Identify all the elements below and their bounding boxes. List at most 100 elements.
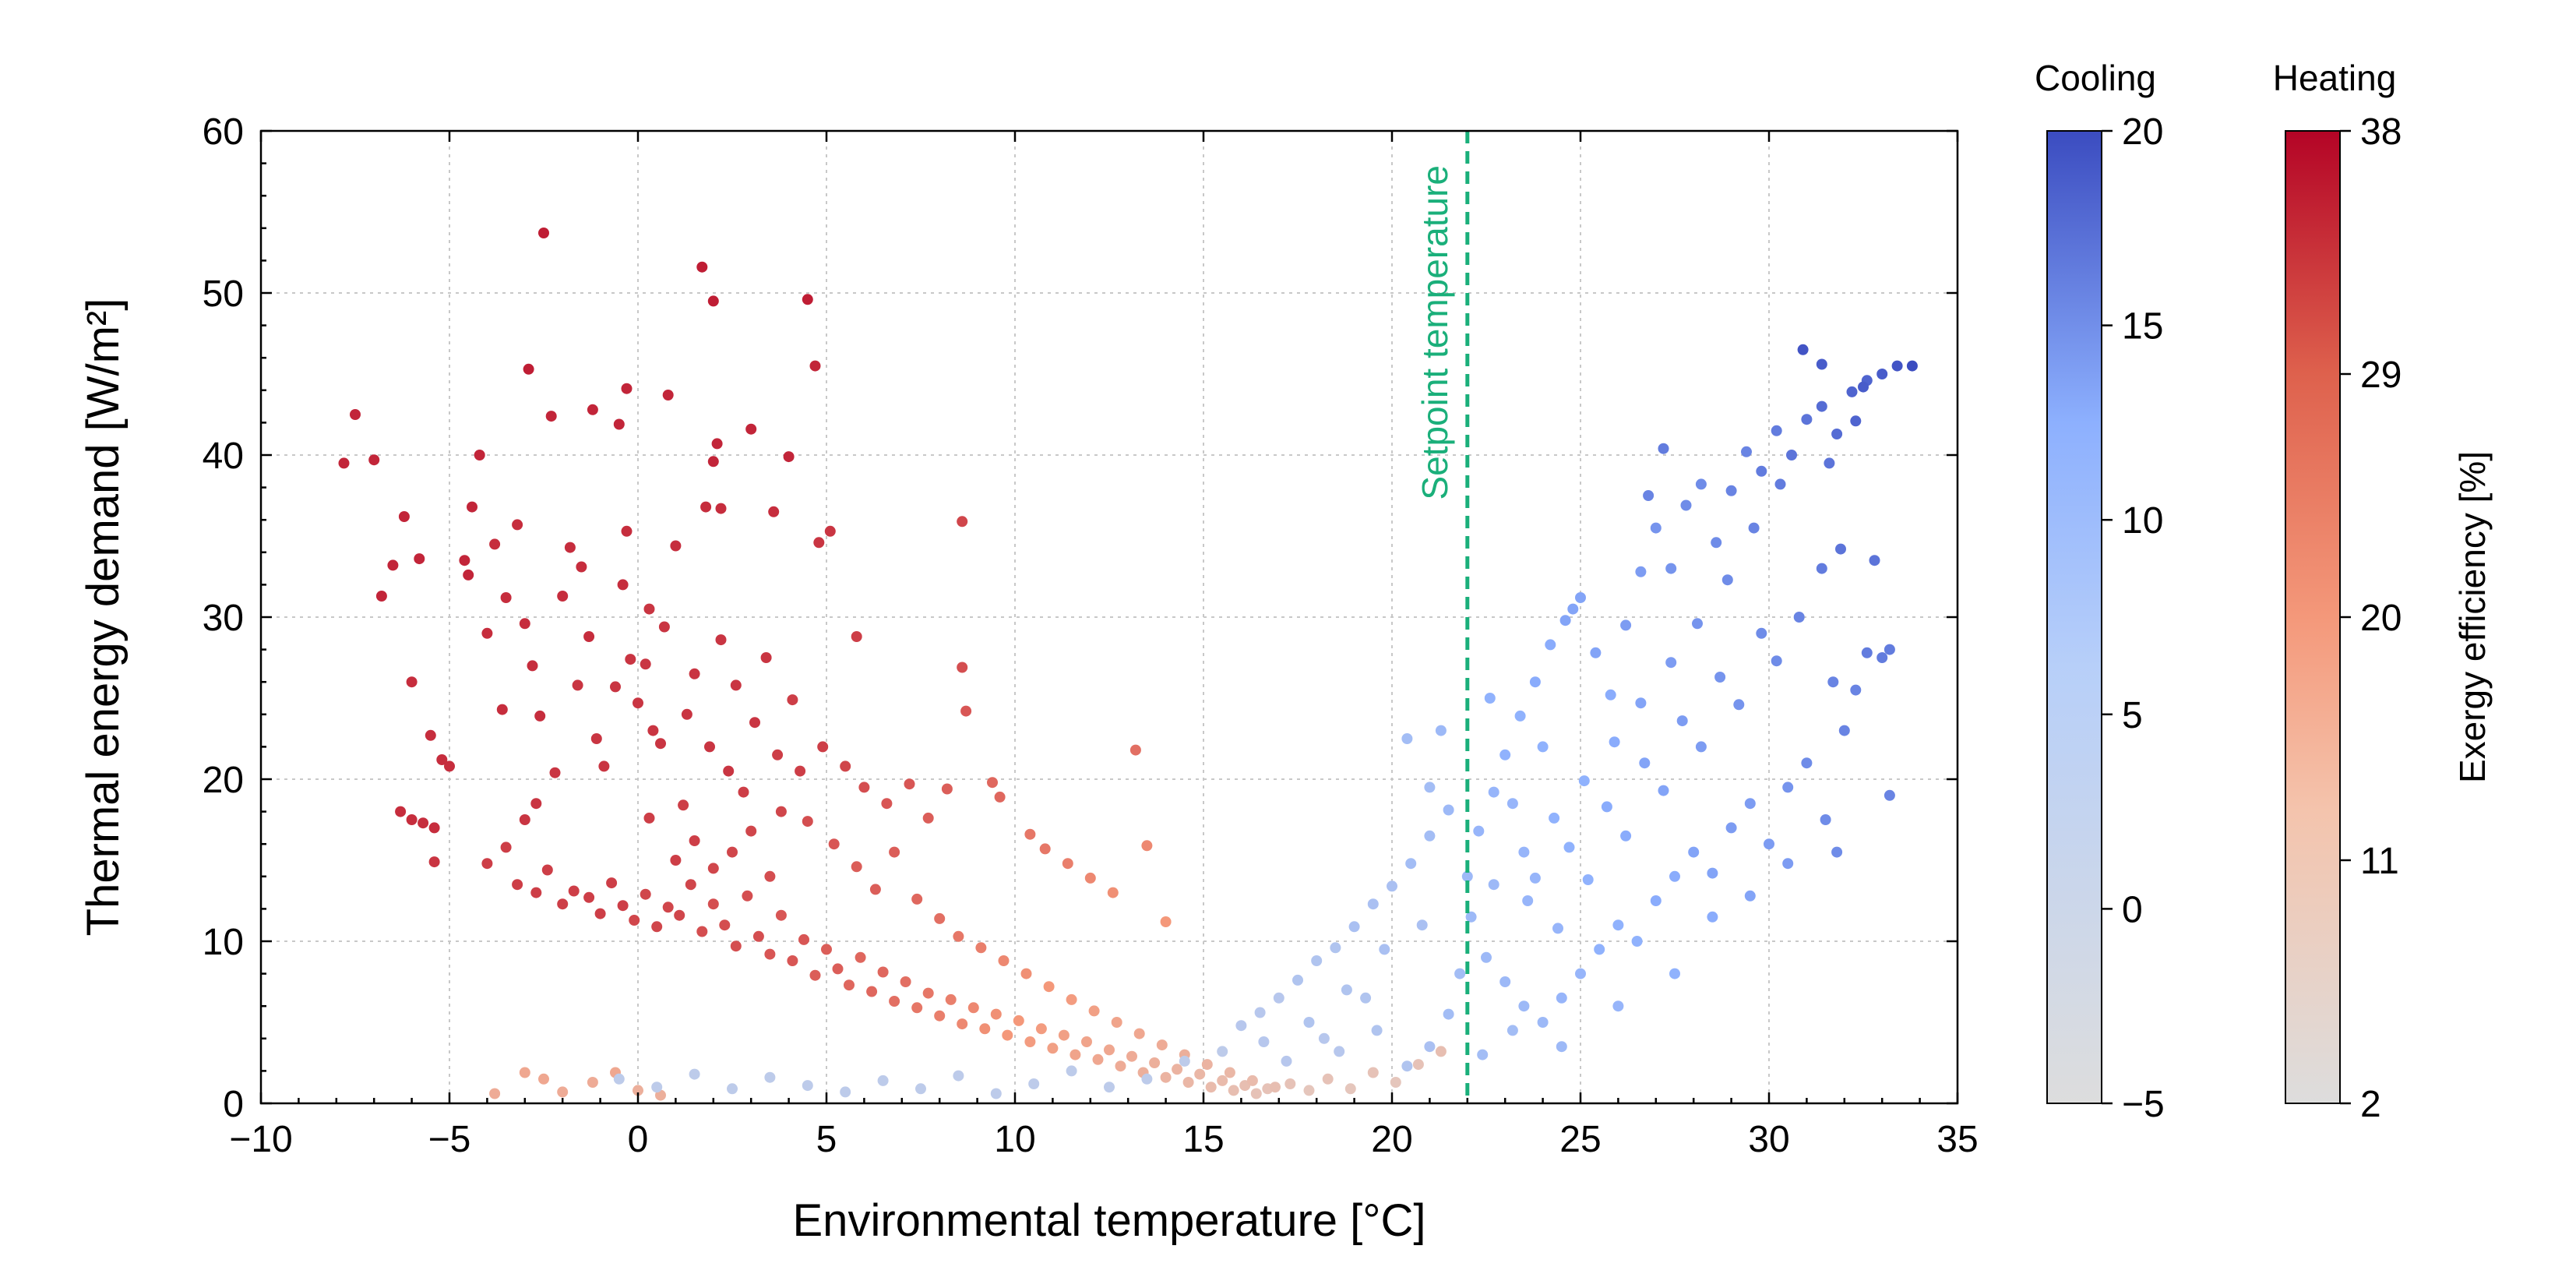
cooling-data-point [1771,655,1782,667]
heating-data-point [707,456,719,468]
heating-data-point [772,749,784,760]
cooling-data-point [1424,1041,1436,1053]
colorbar-heating-gradient [2285,130,2341,1104]
cooling-data-point [877,1075,889,1086]
cooling-data-point [1217,1046,1228,1057]
heating-data-point [338,457,350,469]
heating-data-point [1205,1082,1217,1093]
cooling-data-point [1665,657,1677,669]
cooling-data-point [1741,446,1752,457]
heating-data-point [474,450,485,461]
heating-data-point [975,942,987,954]
heating-data-point [851,631,862,642]
heating-data-point [500,842,512,853]
heating-data-point [387,559,399,571]
y-axis-title: Thermal energy demand [W/m²] [78,298,129,937]
cooling-data-point [1891,360,1903,372]
heating-data-point [572,679,583,691]
heating-data-point [922,812,934,824]
heating-data-point [621,525,633,537]
colorbar-tick-label: 10 [2122,500,2163,542]
y-tick-label: 50 [203,273,244,315]
heating-data-point [1160,1071,1172,1083]
heating-data-point [590,733,602,744]
cooling-data-point [1774,478,1786,490]
cooling-data-point [1499,749,1511,760]
heating-data-point [994,791,1006,803]
colorbar-tick-label: 29 [2360,355,2402,396]
heating-data-point [375,591,387,602]
heating-data-point [700,501,712,513]
heating-data-point [1039,843,1051,855]
cooling-data-point [1846,386,1858,397]
heating-data-point [689,668,700,679]
heating-data-point [798,933,809,945]
heating-data-point [1217,1075,1228,1086]
heating-data-point [444,760,455,772]
heating-data-point [704,741,715,753]
heating-data-point [795,765,806,777]
heating-data-point [436,754,448,765]
heating-data-point [467,501,477,513]
cooling-data-point [1387,880,1397,892]
heating-data-point [1284,1078,1296,1089]
heating-data-point [583,891,595,903]
heating-data-point [1201,1059,1213,1071]
heating-data-point [1047,1043,1059,1054]
cooling-data-point [1545,639,1556,651]
heating-data-point [851,861,862,873]
cooling-data-point [1884,644,1895,655]
heating-data-point [655,738,666,750]
cooling-data-point [1824,457,1835,469]
heating-data-point [647,725,659,736]
cooling-data-point [1658,785,1669,796]
cooling-data-point [1906,360,1918,372]
heating-data-point [655,1089,666,1101]
cooling-data-point [1782,858,1794,870]
cooling-data-point [1292,974,1303,986]
cooling-data-point [1801,757,1813,769]
cooling-data-point [1465,911,1477,923]
heating-data-point [760,652,772,663]
heating-data-point [1058,1029,1070,1041]
cooling-data-point [1733,699,1745,711]
heating-data-point [1013,1015,1024,1026]
heating-data-point [1270,1082,1281,1093]
heating-data-point [904,778,915,790]
heating-data-point [489,538,501,550]
cooling-data-point [1303,1017,1315,1028]
cooling-data-point [1281,1055,1292,1067]
heating-data-point [1104,1044,1115,1056]
heating-data-point [738,786,749,798]
cooling-data-point [1590,647,1602,658]
cooling-data-point [1537,741,1549,753]
cooling-data-point [1258,1036,1270,1047]
colorbar-tick-label: 20 [2360,598,2402,639]
cooling-data-point [613,1073,625,1085]
colorbar-tick-label: −5 [2122,1084,2165,1125]
heating-data-point [934,912,946,924]
cooling-data-point [1820,814,1831,825]
heating-data-point [889,846,900,858]
cooling-data-point [990,1088,1002,1099]
cooling-data-point [1559,615,1571,626]
heating-data-point [481,627,493,639]
heating-data-point [640,888,651,900]
heating-data-point [538,1073,549,1085]
setpoint-label: Setpoint temperature [1415,165,1455,500]
heating-data-point [640,658,651,670]
cooling-data-point [1360,992,1372,1004]
y-tick-label: 20 [203,760,244,801]
cooling-data-point [1563,842,1575,853]
heating-data-point [768,506,780,517]
cooling-data-point [1518,846,1530,858]
cooling-data-point [1650,522,1662,534]
cooling-data-point [1695,741,1707,753]
cooling-data-point [1405,858,1417,870]
heating-data-point [1088,1005,1100,1017]
cooling-data-point [1676,715,1688,727]
heating-data-point [787,694,798,706]
cooling-data-point [1725,485,1737,496]
heating-data-point [658,621,670,633]
cooling-data-point [1367,898,1379,910]
